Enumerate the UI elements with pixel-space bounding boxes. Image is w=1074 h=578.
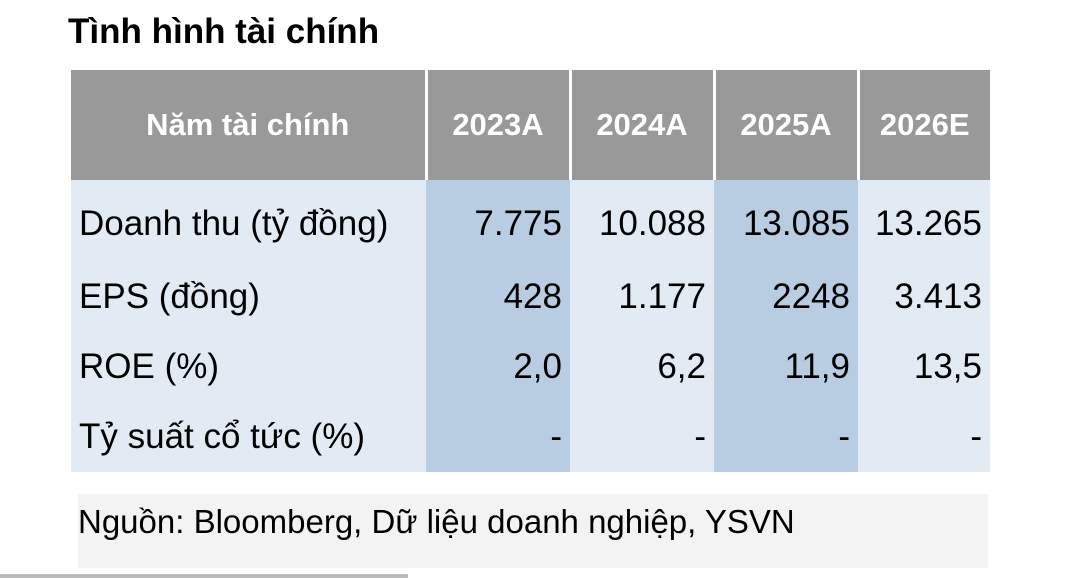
cell-value: - — [714, 402, 858, 472]
cell-value: 6,2 — [570, 332, 714, 402]
table-row-roe: ROE (%) 2,0 6,2 11,9 13,5 — [71, 332, 990, 402]
section-title: Tình hình tài chính — [68, 12, 380, 51]
cell-value: 11,9 — [714, 332, 858, 402]
cell-value: 13,5 — [858, 332, 990, 402]
cell-value: 10.088 — [570, 180, 714, 262]
row-label: ROE (%) — [71, 332, 426, 402]
table-row-dividend-yield: Tỷ suất cổ tức (%) - - - - — [71, 402, 990, 472]
source-note: Nguồn: Bloomberg, Dữ liệu doanh nghiệp, … — [78, 494, 988, 568]
cell-value: - — [426, 402, 570, 472]
source-text: Nguồn: Bloomberg, Dữ liệu doanh nghiệp, … — [78, 503, 795, 540]
cell-value: 13.085 — [714, 180, 858, 262]
cell-value: - — [858, 402, 990, 472]
cell-value: 428 — [426, 262, 570, 332]
header-2026e: 2026E — [858, 70, 990, 180]
financial-table: Năm tài chính 2023A 2024A 2025A 2026E Do… — [71, 70, 990, 472]
cell-value: 1.177 — [570, 262, 714, 332]
table-row-eps: EPS (đồng) 428 1.177 2248 3.413 — [71, 262, 990, 332]
cell-value: 7.775 — [426, 180, 570, 262]
header-2024a: 2024A — [570, 70, 716, 180]
cell-value: 13.265 — [858, 180, 990, 262]
header-2023a: 2023A — [426, 70, 572, 180]
cell-value: - — [570, 402, 714, 472]
cell-value: 2248 — [714, 262, 858, 332]
table-header-row: Năm tài chính 2023A 2024A 2025A 2026E — [71, 70, 990, 180]
cell-value: 3.413 — [858, 262, 990, 332]
row-label: Tỷ suất cổ tức (%) — [71, 402, 426, 472]
header-2025a: 2025A — [714, 70, 860, 180]
table-row-revenue: Doanh thu (tỷ đồng) 7.775 10.088 13.085 … — [71, 180, 990, 262]
header-fiscal-year: Năm tài chính — [71, 70, 428, 180]
row-label: Doanh thu (tỷ đồng) — [71, 180, 426, 262]
divider — [0, 574, 408, 578]
cell-value: 2,0 — [426, 332, 570, 402]
row-label: EPS (đồng) — [71, 262, 426, 332]
